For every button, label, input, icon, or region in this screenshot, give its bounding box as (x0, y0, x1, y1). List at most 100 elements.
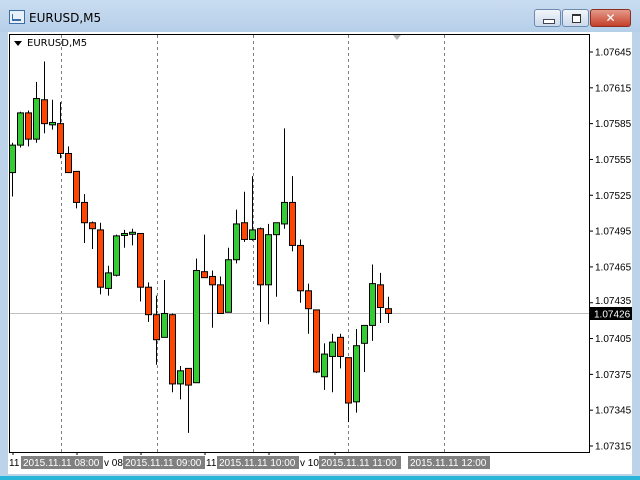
candle (65, 146, 72, 174)
candle (257, 227, 264, 322)
candle-body (233, 223, 240, 261)
chart-frame (9, 34, 590, 453)
y-tick-label: 1.07495 (595, 227, 632, 238)
candle (209, 270, 216, 328)
candle (377, 272, 384, 324)
candle-body (41, 99, 48, 125)
candle-body (361, 324, 368, 344)
candle (113, 234, 120, 277)
time-label-box (319, 456, 401, 469)
candle-body (177, 370, 184, 385)
candle-body (329, 341, 336, 357)
candle-body (241, 222, 248, 240)
candle (225, 247, 232, 313)
candle-body (33, 98, 40, 140)
candle (217, 276, 224, 314)
time-label: 2015.11.11 08:00 (23, 458, 100, 469)
window-bottom-border (0, 476, 640, 480)
candle (121, 229, 128, 248)
candle (17, 111, 24, 148)
candle-body (289, 201, 296, 246)
current-price-label: 1.07426 (594, 310, 631, 321)
time-label: 2015.11.11 09:00 (125, 458, 202, 469)
window-title: EURUSD,M5 (29, 11, 102, 25)
current-price-tag (590, 307, 632, 320)
candle-body (313, 309, 320, 373)
candle-body (337, 336, 344, 357)
candle-body (113, 235, 120, 276)
candle (305, 283, 312, 334)
candle (145, 282, 152, 322)
time-label-box (123, 456, 205, 469)
candle (321, 343, 328, 390)
minimize-button[interactable] (534, 9, 561, 27)
candle-body (105, 272, 112, 289)
candle (369, 264, 376, 341)
candle (201, 234, 208, 279)
candle-body (265, 234, 272, 286)
candle-body (129, 231, 136, 235)
candle (57, 102, 64, 159)
time-label-partial: 11 (9, 458, 20, 469)
candle (313, 309, 320, 374)
candle-body (145, 286, 152, 316)
candle (329, 333, 336, 393)
candle-body (321, 353, 328, 378)
minimize-icon (543, 19, 555, 24)
candle-body (121, 232, 128, 236)
candle (265, 223, 272, 325)
candle (153, 295, 160, 365)
candle (193, 258, 200, 384)
chart-window-icon (9, 10, 25, 24)
candle (161, 280, 168, 338)
candle-body (9, 144, 16, 174)
candle (9, 142, 16, 197)
candle (233, 209, 240, 264)
candle-body (185, 367, 192, 386)
close-button[interactable]: ✕ (590, 9, 631, 27)
y-tick-label: 1.07345 (595, 406, 632, 417)
candle-body (137, 232, 144, 288)
candle-body (273, 222, 280, 236)
y-tick-label: 1.07645 (595, 48, 632, 59)
y-tick-label: 1.07585 (595, 119, 632, 130)
candle (241, 191, 248, 242)
symbol-label: EURUSD,M5 (27, 38, 87, 49)
candle-body (353, 345, 360, 403)
candle (81, 194, 88, 244)
candle-body (345, 357, 352, 404)
candle (249, 176, 256, 241)
candle-body (153, 314, 160, 341)
candle-body (297, 244, 304, 292)
candle-body (281, 201, 288, 225)
candle-body (201, 271, 208, 279)
time-label-partial: v 08 (104, 458, 123, 469)
candle (169, 313, 176, 393)
title-bar[interactable]: EURUSD,M5 ✕ (0, 0, 640, 32)
candle-body (17, 112, 24, 146)
symbol-dropdown-arrow-icon[interactable] (14, 41, 22, 46)
candle (105, 265, 112, 296)
candle (297, 239, 304, 303)
chart-shift-marker[interactable] (393, 35, 401, 40)
candle-body (385, 308, 392, 314)
candle (49, 99, 56, 130)
candle (361, 324, 368, 372)
y-tick-label: 1.07405 (595, 334, 632, 345)
candle (89, 221, 96, 249)
candle-body (81, 201, 88, 224)
maximize-button[interactable] (562, 9, 589, 27)
y-tick-label: 1.07375 (595, 370, 632, 381)
time-label: 2015.11.11 10:00 (219, 458, 296, 469)
candle (73, 170, 80, 209)
candle (97, 222, 104, 295)
y-tick-label: 1.07435 (595, 296, 632, 307)
candle-body (25, 112, 32, 140)
time-label: 2015.11.11 12:00 (410, 458, 487, 469)
candle-body (169, 314, 176, 385)
candle (337, 333, 344, 369)
time-label-box (217, 456, 299, 469)
candle (41, 61, 48, 134)
candle (177, 366, 184, 400)
